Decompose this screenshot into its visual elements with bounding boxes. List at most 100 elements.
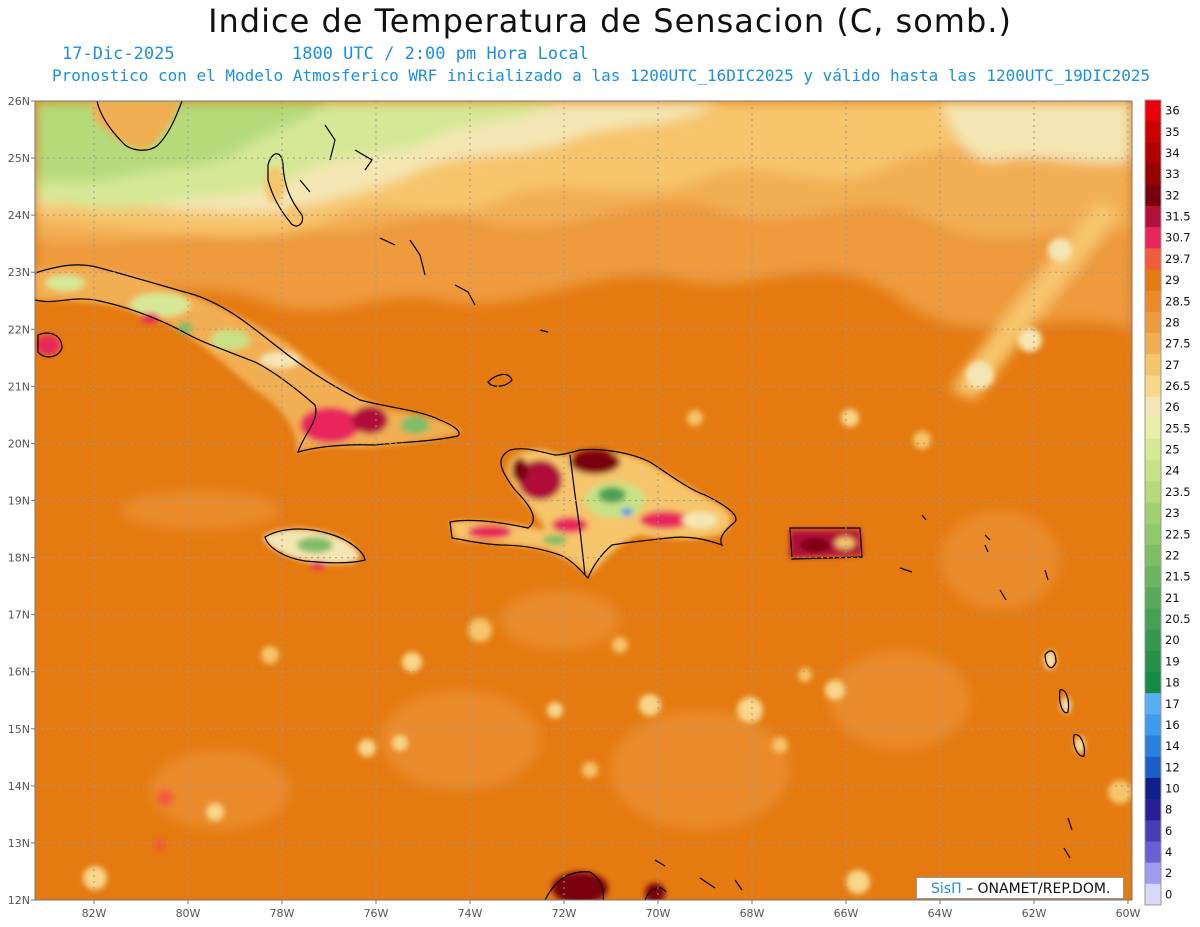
colorbar-label: 36 xyxy=(1165,104,1180,118)
colorbar-swatch xyxy=(1145,820,1161,842)
colorbar-swatch xyxy=(1145,184,1161,207)
coastlines xyxy=(35,101,1085,900)
lat-label: 17N xyxy=(8,609,30,622)
lat-label: 19N xyxy=(8,495,30,508)
lon-label: 66W xyxy=(834,907,859,920)
colorbar-label: 14 xyxy=(1165,739,1180,753)
lat-label: 24N xyxy=(8,209,30,222)
colorbar-swatch xyxy=(1145,396,1161,419)
colorbar-label: 29 xyxy=(1165,273,1180,287)
colorbar-swatch xyxy=(1145,417,1161,440)
lon-label: 70W xyxy=(646,907,671,920)
colorbar-swatch xyxy=(1145,608,1161,631)
colorbar-label: 33 xyxy=(1165,167,1180,181)
colorbar-label: 25.5 xyxy=(1165,421,1191,435)
colorbar-label: 31.5 xyxy=(1165,210,1191,224)
heat-index-field xyxy=(35,101,1132,900)
colorbar-label: 22 xyxy=(1165,548,1180,562)
colorbar-label: 26 xyxy=(1165,400,1180,414)
colorbar-label: 22.5 xyxy=(1165,527,1191,541)
colorbar-swatch xyxy=(1145,756,1161,779)
lon-label: 76W xyxy=(364,907,389,920)
colorbar-swatch xyxy=(1145,163,1161,186)
colorbar-label: 19 xyxy=(1165,654,1180,668)
colorbar-label: 23.5 xyxy=(1165,485,1191,499)
colorbar-swatch xyxy=(1145,142,1161,165)
lat-label: 15N xyxy=(8,723,30,736)
colorbar-label: 12 xyxy=(1165,760,1180,774)
colorbar-swatch xyxy=(1145,841,1161,864)
colorbar-swatch xyxy=(1145,523,1161,546)
colorbar-swatch xyxy=(1145,460,1161,482)
lat-label: 18N xyxy=(8,552,30,565)
colorbar-swatch xyxy=(1145,481,1161,503)
colorbar-label: 34 xyxy=(1165,146,1180,160)
colorbar-label: 4 xyxy=(1165,845,1172,859)
colorbar-label: 24 xyxy=(1165,464,1180,478)
lat-label: 21N xyxy=(8,380,30,393)
lat-label: 26N xyxy=(8,95,30,108)
time-label: 1800 UTC / 2:00 pm Hora Local xyxy=(292,44,589,64)
credit-box: SisΠ – ONAMET/REP.DOM. xyxy=(916,877,1124,899)
colorbar-swatch xyxy=(1145,121,1161,143)
colorbar-label: 35 xyxy=(1165,125,1180,139)
colorbar-swatch xyxy=(1145,883,1161,906)
colorbar-label: 26.5 xyxy=(1165,379,1191,393)
colorbar-label: 23 xyxy=(1165,506,1180,520)
colorbar-label: 21 xyxy=(1165,591,1180,605)
colorbar-label: 20.5 xyxy=(1165,612,1191,626)
colorbar-swatch xyxy=(1145,799,1161,821)
longitude-axis: 82W 80W 78W 76W 74W 72W 70W 68W 66W 64W 62W 60W xyxy=(82,900,1141,920)
date-label: 17-Dic-2025 xyxy=(62,44,175,64)
colorbar-swatch xyxy=(1145,693,1161,715)
lat-label: 20N xyxy=(8,437,30,450)
colorbar-label: 6 xyxy=(1165,824,1172,838)
latitude-axis: 26N 25N 24N 23N 22N 21N 20N 19N 18N 17N 16N 15N 14N 1… xyxy=(8,95,35,907)
lon-label: 62W xyxy=(1022,907,1047,920)
lat-label: 12N xyxy=(8,894,30,907)
colorbar-label: 20 xyxy=(1165,633,1180,647)
colorbar-swatch xyxy=(1145,650,1161,673)
credit-text: – ONAMET/REP.DOM. xyxy=(966,881,1111,897)
colorbar-label: 32 xyxy=(1165,188,1180,202)
colorbar-swatch xyxy=(1145,862,1161,885)
colorbar-swatch xyxy=(1145,248,1161,270)
lat-label: 23N xyxy=(8,266,30,279)
lon-label: 80W xyxy=(176,907,201,920)
lat-label: 16N xyxy=(8,666,30,679)
colorbar-swatch xyxy=(1145,777,1161,800)
graticule xyxy=(35,101,1132,900)
lon-label: 60W xyxy=(1116,907,1141,920)
colorbar-swatch xyxy=(1145,735,1161,758)
colorbar-label: 28 xyxy=(1165,315,1180,329)
colorbar-frame xyxy=(1144,99,1162,906)
colorbar-swatch xyxy=(1145,333,1161,355)
colorbar-label: 27.5 xyxy=(1165,337,1191,351)
lat-label: 25N xyxy=(8,152,30,165)
lon-label: 78W xyxy=(270,907,295,920)
colorbar-label: 29.7 xyxy=(1165,252,1191,266)
colorbar-swatch xyxy=(1145,671,1161,694)
colorbar-swatch xyxy=(1145,375,1161,398)
lon-label: 64W xyxy=(928,907,953,920)
colorbar-swatch xyxy=(1145,227,1161,249)
colorbar-label: 18 xyxy=(1165,676,1180,690)
colorbar-swatch xyxy=(1145,587,1161,609)
colorbar-swatch xyxy=(1145,629,1161,652)
colorbar: 363534333231.530.729.72928.52827.52726.5… xyxy=(1144,99,1191,906)
colorbar-swatch xyxy=(1145,502,1161,525)
colorbar-label: 17 xyxy=(1165,697,1180,711)
colorbar-label: 21.5 xyxy=(1165,570,1191,584)
colorbar-label: 30.7 xyxy=(1165,231,1191,245)
colorbar-swatch xyxy=(1145,566,1161,588)
colorbar-label: 27 xyxy=(1165,358,1180,372)
map-title: Indice de Temperatura de Sensacion (C, s… xyxy=(208,2,1012,40)
colorbar-swatch xyxy=(1145,269,1161,292)
colorbar-swatch xyxy=(1145,100,1161,122)
lon-label: 72W xyxy=(552,907,577,920)
colorbar-label: 8 xyxy=(1165,803,1172,817)
sispi-logo: SisΠ xyxy=(931,881,962,897)
colorbar-swatch xyxy=(1145,714,1161,737)
lon-label: 68W xyxy=(740,907,765,920)
